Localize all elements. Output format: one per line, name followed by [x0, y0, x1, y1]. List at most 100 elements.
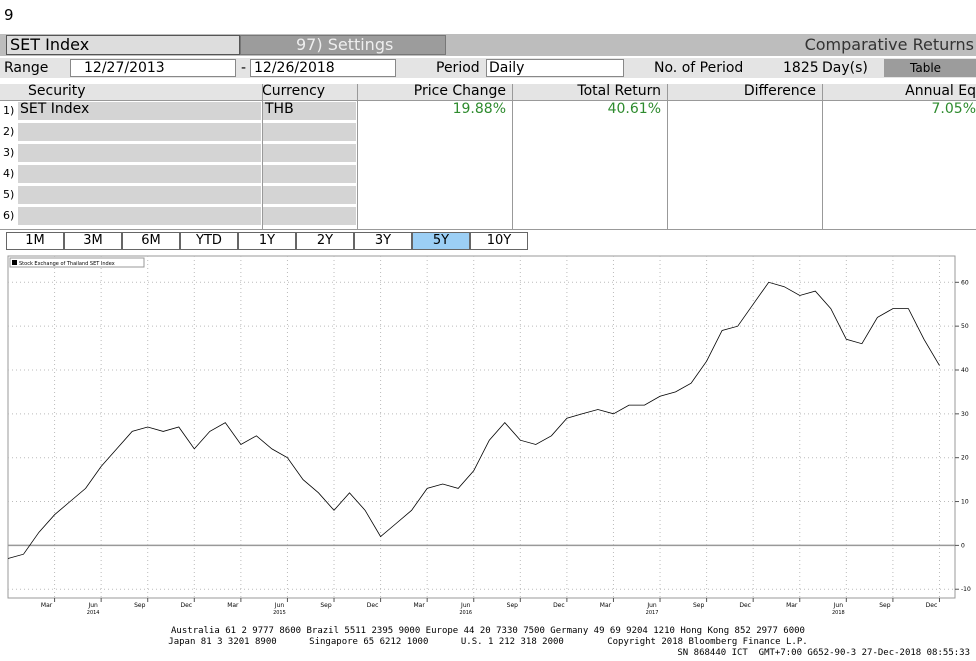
- year-label: 2015: [273, 610, 286, 616]
- security-box[interactable]: [6, 35, 240, 55]
- column-header: Security: [28, 83, 86, 99]
- x-tick-label: Sep: [879, 602, 891, 609]
- cell: 7.05%: [931, 101, 976, 117]
- table-button[interactable]: [884, 59, 976, 77]
- year-label: 2017: [646, 610, 659, 616]
- footer-line: SN 868440 ICT GMT+7:00 G652-90-3 27-Dec-…: [677, 648, 970, 658]
- period-button[interactable]: 6M: [122, 232, 180, 250]
- row-number: 3): [3, 146, 15, 159]
- row-number: 1): [3, 104, 15, 117]
- x-tick-label: Dec: [926, 602, 938, 609]
- x-tick-label: Mar: [41, 602, 53, 609]
- y-tick-label: 30: [961, 411, 969, 418]
- footer-line: Japan 81 3 3201 8900 Singapore 65 6212 1…: [168, 637, 808, 647]
- row-cell[interactable]: [263, 102, 356, 121]
- x-tick-label: Dec: [180, 602, 192, 609]
- period-button[interactable]: 1Y: [238, 232, 296, 250]
- period-button[interactable]: 3M: [64, 232, 122, 250]
- function-title: Comparative Returns: [804, 35, 974, 54]
- x-tick-label: Sep: [693, 602, 705, 609]
- column-divider: [512, 84, 513, 230]
- chart: -10 0 10 20 30 40 50 60 Mar Jun Sep Dec Mar Jun Sep Dec…: [7, 255, 971, 616]
- x-tick-label: Mar: [600, 602, 612, 609]
- x-tick-label: Jun: [833, 602, 844, 609]
- count: 1825: [783, 60, 819, 76]
- row-cell[interactable]: [18, 144, 261, 163]
- view: Table: [910, 61, 942, 75]
- x-tick-label: Dec: [739, 602, 751, 609]
- table-header-bar: [0, 84, 976, 100]
- period-button[interactable]: 1M: [6, 232, 64, 250]
- series-line: [7, 281, 940, 559]
- row-cell[interactable]: [18, 123, 261, 142]
- plot-area: [7, 255, 956, 599]
- column-header: Total Return: [577, 83, 661, 99]
- period-dropdown[interactable]: [486, 59, 624, 77]
- x-tick-label: Jun: [646, 602, 657, 609]
- legend-swatch: [12, 260, 17, 265]
- column-header: Price Change: [413, 83, 506, 99]
- x-tick-label: Dec: [553, 602, 565, 609]
- range-label: Range: [4, 60, 49, 76]
- row-cell[interactable]: [263, 123, 356, 142]
- y-tick-label: 40: [961, 367, 969, 374]
- cell: 40.61%: [607, 101, 661, 117]
- settings-button[interactable]: [240, 35, 446, 55]
- period: Daily: [489, 60, 525, 76]
- y-tick-label: 20: [961, 455, 969, 462]
- row-cell[interactable]: [263, 165, 356, 184]
- start-date: 12/27/2013: [84, 60, 165, 76]
- security: SET Index: [10, 35, 90, 54]
- x-tick-label: Sep: [320, 602, 332, 609]
- column-header: Difference: [743, 83, 816, 99]
- row-cell[interactable]: [18, 102, 261, 121]
- column-divider: [357, 84, 358, 230]
- x-tick-label: Jun: [460, 602, 471, 609]
- row-number: 5): [3, 188, 15, 201]
- row-cell[interactable]: [18, 165, 261, 184]
- legend-box: [9, 257, 145, 268]
- period-button[interactable]: 5Y: [412, 232, 470, 250]
- end-field[interactable]: [250, 59, 396, 77]
- period-button[interactable]: 3Y: [354, 232, 412, 250]
- x-tick-label: Mar: [227, 602, 239, 609]
- footer-line: Australia 61 2 9777 8600 Brazil 5511 239…: [171, 626, 805, 636]
- row-cell[interactable]: [263, 186, 356, 205]
- period-label: Period: [436, 60, 480, 76]
- settings: 97) Settings: [296, 35, 394, 54]
- cell: THB: [265, 101, 294, 117]
- x-tick-label: Dec: [367, 602, 379, 609]
- year-label: 2016: [459, 610, 472, 616]
- y-tick-label: 10: [961, 499, 969, 506]
- column-divider: [667, 84, 668, 230]
- x-tick-label: Jun: [87, 602, 98, 609]
- y-tick-label: 0: [961, 542, 965, 549]
- period-button[interactable]: 2Y: [296, 232, 354, 250]
- unit: Day(s): [822, 60, 868, 76]
- legend-label: Stock Exchange of Thailand SET Index: [19, 261, 115, 267]
- column-divider: [822, 84, 823, 230]
- table-border: [0, 100, 976, 230]
- y-tick-label: 60: [961, 279, 969, 286]
- row-cell[interactable]: [263, 144, 356, 163]
- y-tick-label: -10: [961, 586, 971, 593]
- column-header: Currency: [262, 83, 326, 99]
- period-button[interactable]: YTD: [180, 232, 238, 250]
- x-tick-label: Sep: [507, 602, 519, 609]
- x-tick-label: Mar: [786, 602, 798, 609]
- row-cell[interactable]: [263, 207, 356, 226]
- x-tick-label: Sep: [134, 602, 146, 609]
- y-tick-label: 50: [961, 323, 969, 330]
- row-cell[interactable]: [18, 207, 261, 226]
- period-button[interactable]: 10Y: [470, 232, 528, 250]
- x-tick-label: Mar: [413, 602, 425, 609]
- column-divider: [262, 84, 263, 230]
- year-label: 2018: [832, 610, 845, 616]
- row-number: 2): [3, 125, 15, 138]
- row-number: 6): [3, 209, 15, 222]
- column-header: Annual Eq: [905, 83, 976, 99]
- start-field[interactable]: [70, 59, 236, 77]
- cell: SET Index: [20, 101, 90, 117]
- row-cell[interactable]: [18, 186, 261, 205]
